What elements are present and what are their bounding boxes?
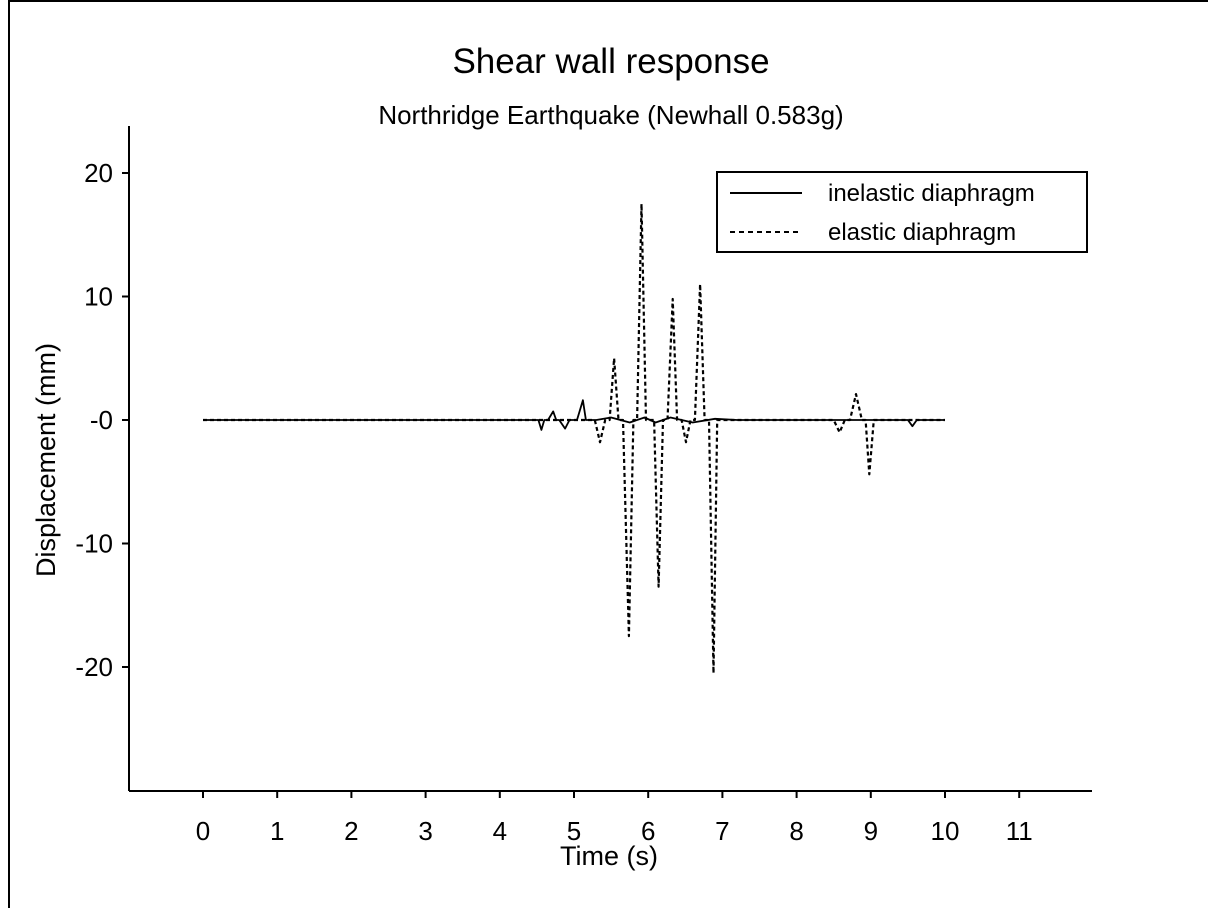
- y-tick-label: -10: [75, 529, 113, 559]
- y-tick-label: -0: [90, 405, 113, 435]
- y-tick-label: -20: [75, 652, 113, 682]
- x-tick-label: 5: [567, 816, 581, 846]
- legend: inelastic diaphragm elastic diaphragm: [716, 171, 1088, 253]
- x-tick-label: 7: [715, 816, 729, 846]
- x-tick-label: 9: [864, 816, 878, 846]
- figure-frame: [8, 0, 1208, 908]
- x-tick-label: 1: [270, 816, 284, 846]
- y-axis-label: Displacement (mm): [31, 343, 61, 577]
- legend-label-inelastic: inelastic diaphragm: [828, 180, 1035, 207]
- x-tick-label: 4: [493, 816, 507, 846]
- x-ticks: 0 1 2 3 4 5 6 7 8 9 10 11: [196, 791, 1033, 846]
- x-tick-label: 8: [789, 816, 803, 846]
- x-tick-label: 0: [196, 816, 210, 846]
- x-tick-label: 11: [1006, 816, 1033, 846]
- y-tick-label: 10: [84, 282, 113, 312]
- x-tick-label: 6: [641, 816, 655, 846]
- y-ticks: 20 10 -0 -10 -20: [75, 158, 129, 682]
- series-elastic-line: [203, 202, 945, 675]
- series-inelastic-line: [203, 399, 945, 431]
- legend-box: [716, 171, 1088, 253]
- x-tick-label: 10: [931, 816, 960, 846]
- x-axis-label: Time (s): [560, 841, 658, 871]
- y-tick-label: 20: [84, 158, 113, 188]
- chart-subtitle: Northridge Earthquake (Newhall 0.583g): [378, 100, 843, 130]
- x-tick-label: 2: [344, 816, 358, 846]
- series-layer: [203, 202, 945, 675]
- x-tick-label: 3: [418, 816, 432, 846]
- chart-title: Shear wall response: [452, 42, 769, 81]
- legend-label-elastic: elastic diaphragm: [828, 219, 1016, 246]
